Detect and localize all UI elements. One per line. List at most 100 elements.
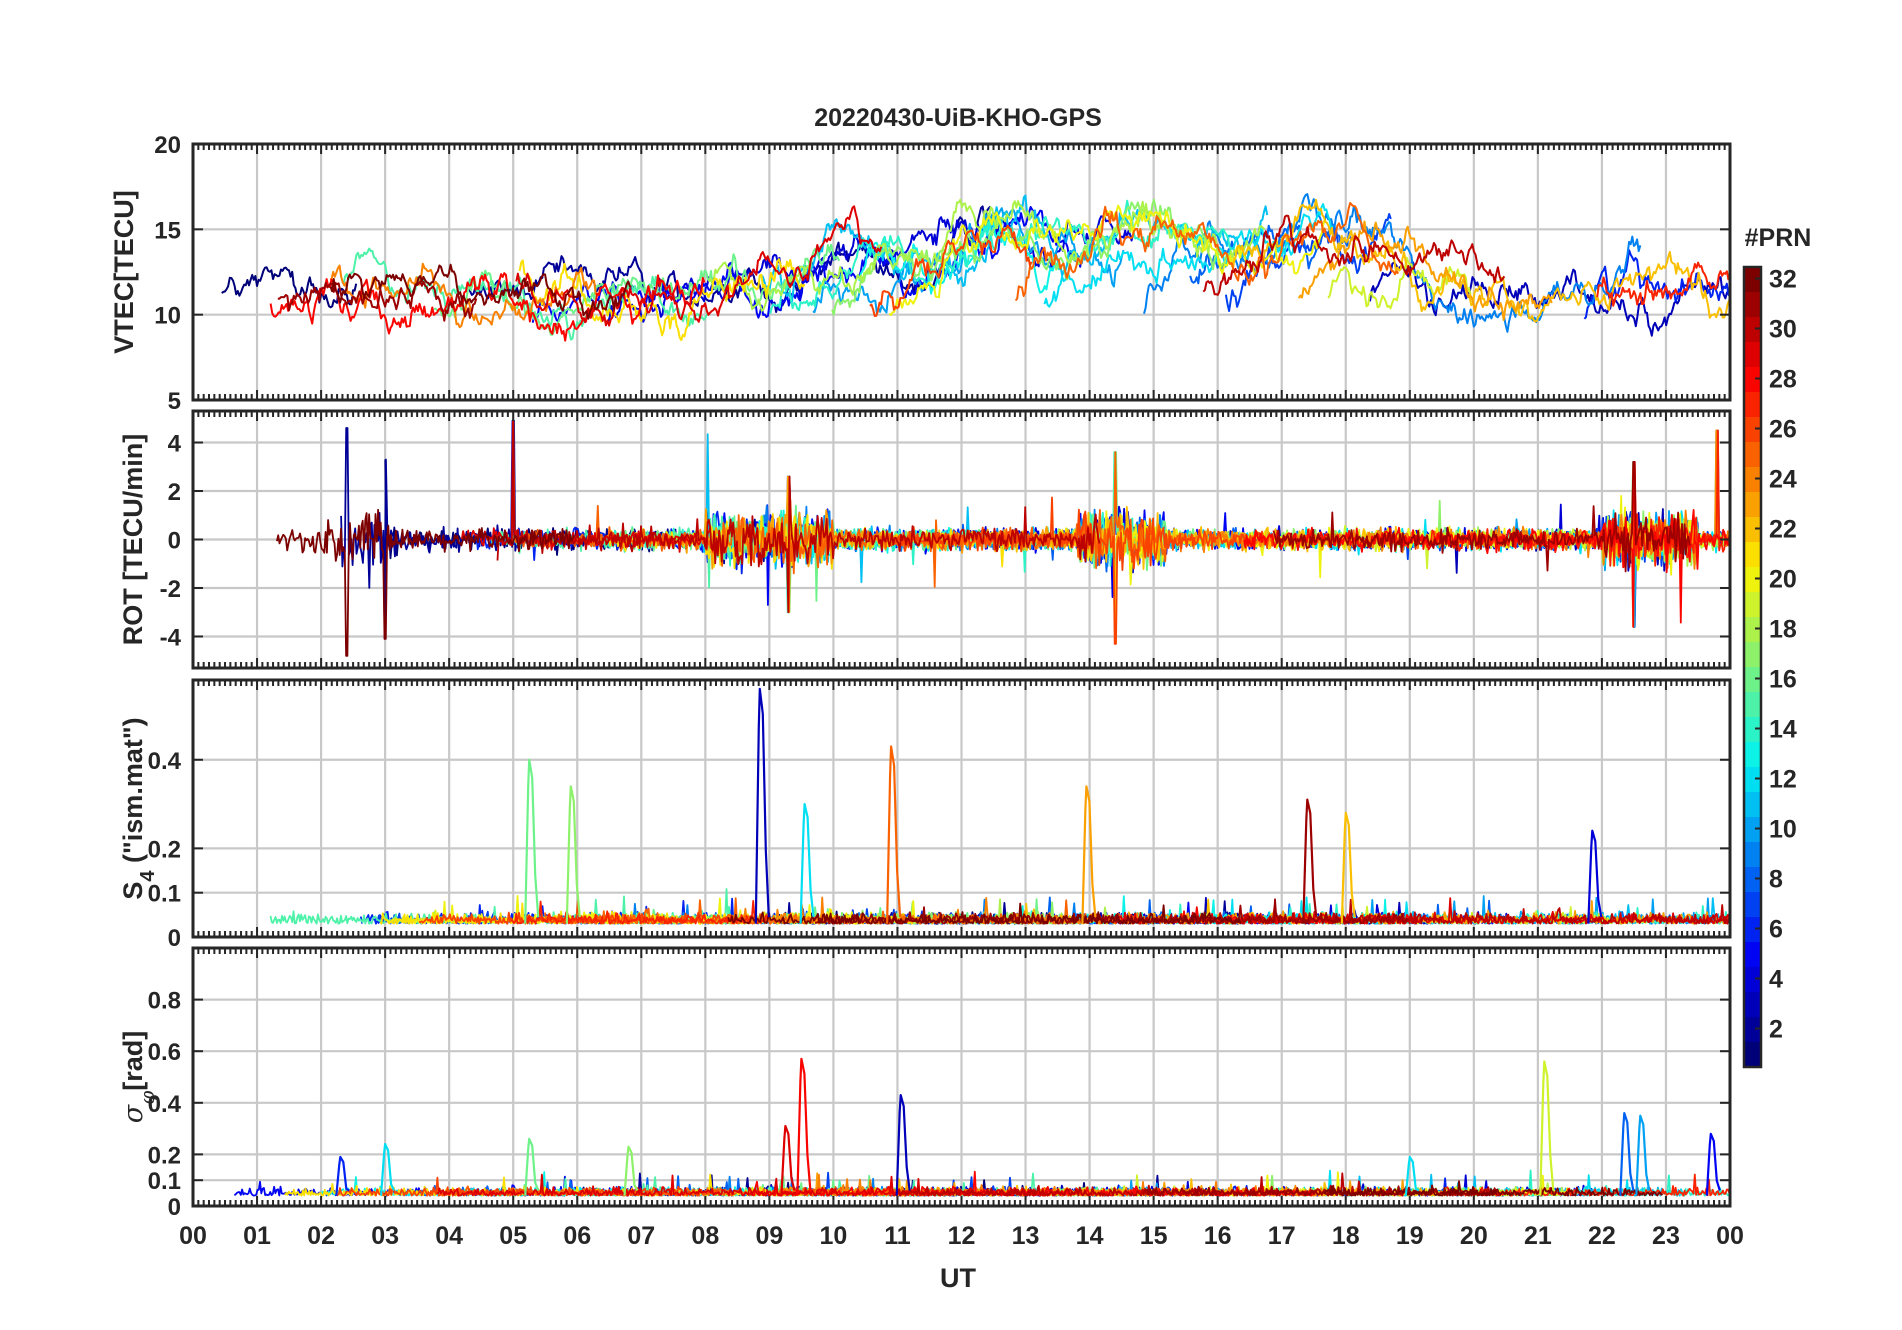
colorbar-tick-label: 16 [1769,666,1797,694]
x-tick-label: 22 [1588,1222,1616,1250]
series-group [233,1057,1730,1197]
colorbar-tick-label: 4 [1769,966,1783,994]
spike-line [623,1145,639,1196]
x-tick-label: 14 [1076,1222,1104,1250]
colorbar-band [1744,867,1761,893]
series-group [221,193,1730,342]
y-tick-label: 0.6 [148,1039,181,1066]
minor-ticks [192,144,1731,400]
y-tick-label: 0 [168,1194,181,1221]
x-tick-label: 00 [1716,1222,1744,1250]
prn-line [708,198,1266,312]
series-group [276,419,1730,657]
spike-line [1539,1060,1555,1196]
colorbar-band [1744,467,1761,493]
colorbar-tick-label: 26 [1769,416,1797,444]
prn-line [467,205,992,313]
colorbar-tick-label: 10 [1769,816,1797,844]
panel-sigma_phi: 00.10.2 0.4 0.6 0.8 σφ[rad] [118,946,1732,1221]
x-tick-label: 16 [1204,1222,1232,1250]
figure-title: 20220430-UiB-KHO-GPS [814,104,1102,132]
colorbar-band [1744,267,1761,293]
prn-line [510,900,770,925]
colorbar-tick-label: 2 [1769,1016,1783,1044]
colorbar-tick-label: 30 [1769,316,1797,344]
spike-line [524,758,540,924]
y-tick-label: 0.2 [148,1142,181,1169]
spike-line [799,802,815,924]
panel-vtec: 5 10 15 20 VTEC[TECU] [109,132,1732,415]
x-tick-label: 04 [435,1222,463,1250]
y-tick-label: 0.1 [148,1168,181,1195]
x-tick-label: 15 [1140,1222,1168,1250]
colorbar-tick-label: 22 [1769,516,1797,544]
y-axis-label: ROT [TECU/min] [118,434,148,645]
series-group [269,687,1730,925]
x-tick-label: 23 [1652,1222,1680,1250]
prn-line [269,272,706,342]
x-tick-label: 07 [627,1222,655,1250]
y-axis-label: σφ[rad] [118,1031,159,1123]
colorbar-band [1744,367,1761,393]
y-tick-label: 0.4 [148,748,182,775]
x-tick-label: 09 [755,1222,783,1250]
spike-line [1404,1155,1420,1196]
colorbar-band [1744,767,1761,793]
prn-line [496,419,1101,614]
prn-line [1202,214,1506,296]
prn-line [1323,1180,1664,1197]
minor-ticks [192,948,1731,1206]
colorbar-tick-label: 6 [1769,916,1783,944]
minor-ticks [192,411,1731,668]
colorbar-tick-label: 24 [1769,466,1797,494]
x-tick-label: 20 [1460,1222,1488,1250]
x-tick-label: 01 [243,1222,271,1250]
panel-rot: 4 2 0 -2 -4 ROT [TECU/min] [118,409,1732,670]
colorbar-band [1744,492,1761,518]
colorbar-tick-label: 14 [1769,716,1797,744]
y-tick-label: 0 [168,528,181,555]
colorbar-band [1744,992,1761,1018]
colorbar-band [1744,292,1761,318]
minor-ticks [192,680,1731,937]
colorbar-band [1744,942,1761,968]
y-tick-label: 0.8 [148,988,181,1015]
spike-line [1619,1111,1635,1196]
x-tick-label: 02 [307,1222,335,1250]
colorbar-band [1744,342,1761,368]
colorbar-band [1744,417,1761,443]
x-axis-label: UT [940,1263,976,1293]
y-tick-label: 15 [154,217,181,244]
x-tick-label: 11 [884,1222,911,1250]
prn-line [1596,261,1730,307]
spike-line [886,745,902,924]
prn-line [277,280,478,322]
grid [193,680,1730,937]
colorbar-tick-label: 12 [1769,766,1797,794]
x-tick-label: 08 [691,1222,719,1250]
spike-line [565,785,581,924]
colorbar-band [1744,842,1761,868]
prn-line [869,224,1033,317]
x-tick-label: 19 [1396,1222,1424,1250]
x-tick-label: 18 [1332,1222,1360,1250]
prn-line [1272,460,1691,573]
spike-line [1705,1132,1721,1196]
colorbar-band [1744,792,1761,818]
prn-line [1297,220,1553,321]
prn-line [831,198,1222,316]
spike-line [380,1142,396,1196]
prn-line [276,508,575,657]
spike-line [1587,829,1603,924]
prn-line [518,258,806,342]
spike-line [335,1155,350,1196]
colorbar-band [1744,442,1761,468]
colorbar-band [1744,392,1761,418]
colorbar-band [1744,317,1761,343]
prn-line [1189,223,1352,285]
prn-line [1043,203,1334,308]
x-tick-label: 12 [948,1222,976,1250]
prn-line [893,496,1275,645]
spike-line [1340,811,1356,924]
